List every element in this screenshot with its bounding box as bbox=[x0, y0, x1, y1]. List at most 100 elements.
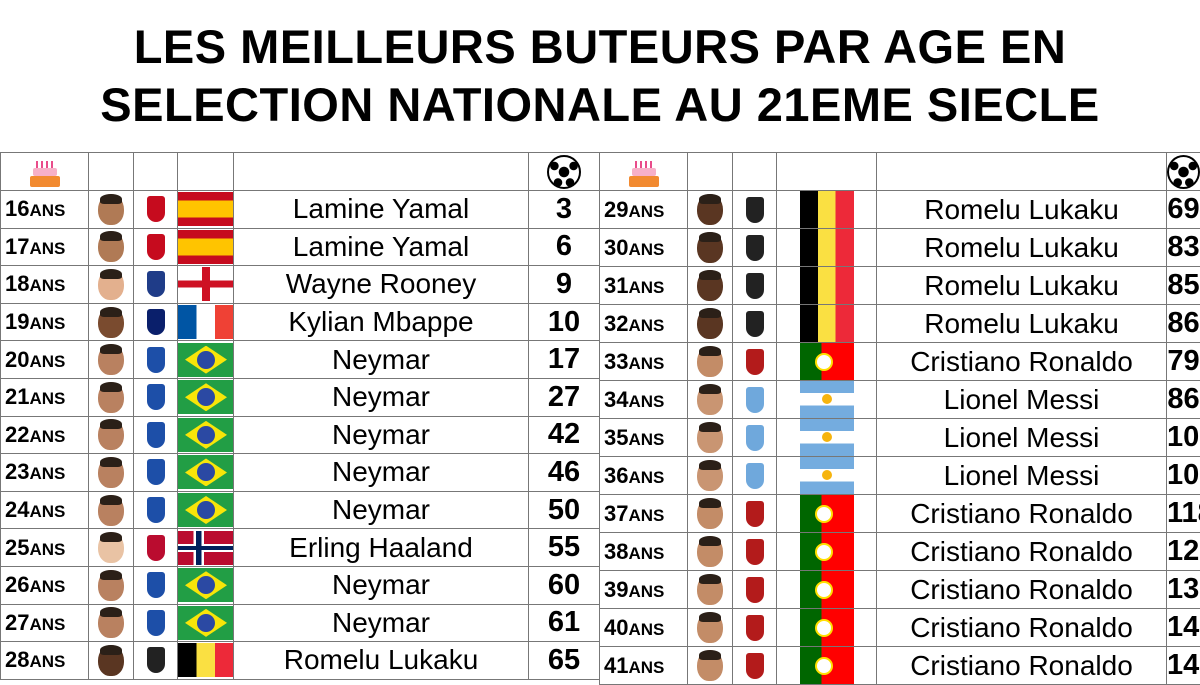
age-value: 37 bbox=[604, 501, 628, 526]
player-photo bbox=[688, 609, 732, 646]
federation-crest-icon bbox=[746, 539, 764, 565]
player-photo-cell bbox=[89, 416, 134, 454]
federation-crest-cell bbox=[134, 378, 178, 416]
age-unit: ANS bbox=[628, 430, 664, 449]
goals-value: 79 bbox=[1167, 343, 1200, 381]
age-unit: ANS bbox=[29, 577, 65, 596]
empty-header-cell bbox=[134, 153, 178, 191]
age-unit: ANS bbox=[628, 506, 664, 525]
player-photo bbox=[688, 533, 732, 570]
player-face-icon bbox=[98, 607, 124, 638]
player-photo bbox=[89, 492, 133, 529]
age-cell: 41ANS bbox=[600, 647, 688, 685]
player-photo bbox=[688, 229, 732, 266]
player-photo-cell bbox=[89, 341, 134, 379]
empty-header-cell bbox=[733, 153, 777, 191]
country-flag-icon bbox=[178, 531, 234, 565]
player-photo-cell bbox=[688, 381, 733, 419]
goals-value: 50 bbox=[529, 491, 600, 529]
age-cell: 34ANS bbox=[600, 381, 688, 419]
player-photo bbox=[89, 417, 133, 454]
player-photo bbox=[688, 305, 732, 342]
flag-cell bbox=[178, 266, 234, 304]
player-photo-cell bbox=[688, 191, 733, 229]
empty-header-cell bbox=[234, 153, 529, 191]
player-photo-cell bbox=[89, 266, 134, 304]
federation-crest-cell bbox=[134, 642, 178, 680]
player-face-icon bbox=[98, 307, 124, 338]
age-unit: ANS bbox=[29, 464, 65, 483]
player-photo-cell bbox=[688, 305, 733, 343]
player-name: Neymar bbox=[234, 341, 529, 379]
player-face-icon bbox=[98, 269, 124, 300]
country-flag-icon bbox=[800, 305, 854, 342]
birthday-cake-icon bbox=[1, 153, 88, 190]
goals-value: 86 bbox=[1167, 305, 1200, 343]
player-photo bbox=[688, 647, 732, 684]
flag-cell bbox=[178, 604, 234, 642]
player-photo-cell bbox=[688, 609, 733, 647]
goals-value: 143 bbox=[1167, 647, 1200, 685]
player-face-icon bbox=[98, 231, 124, 262]
player-face-icon bbox=[98, 457, 124, 488]
player-photo bbox=[89, 454, 133, 491]
age-cell: 20ANS bbox=[1, 341, 89, 379]
title-line-1: LES MEILLEURS BUTEURS PAR AGE EN bbox=[134, 18, 1067, 76]
goals-value: 10 bbox=[529, 303, 600, 341]
player-photo-cell bbox=[89, 378, 134, 416]
goals-value: 42 bbox=[529, 416, 600, 454]
age-cell: 27ANS bbox=[1, 604, 89, 642]
player-photo bbox=[89, 529, 133, 566]
flag-cell bbox=[178, 416, 234, 454]
country-flag-icon bbox=[178, 493, 234, 527]
goals-value: 6 bbox=[529, 228, 600, 266]
age-unit: ANS bbox=[29, 239, 65, 258]
age-value: 38 bbox=[604, 539, 628, 564]
country-flag-icon bbox=[178, 418, 234, 452]
age-cell: 16ANS bbox=[1, 191, 89, 229]
player-name: Romelu Lukaku bbox=[877, 229, 1167, 267]
federation-crest-icon bbox=[147, 196, 165, 222]
goals-value: 135 bbox=[1167, 571, 1200, 609]
country-flag-icon bbox=[178, 267, 234, 301]
age-cell: 40ANS bbox=[600, 609, 688, 647]
age-cell: 19ANS bbox=[1, 303, 89, 341]
age-value: 19 bbox=[5, 309, 29, 334]
title-line-2: SELECTION NATIONALE AU 21EME SIECLE bbox=[100, 76, 1099, 134]
federation-crest-cell bbox=[134, 266, 178, 304]
age-cell: 32ANS bbox=[600, 305, 688, 343]
age-unit: ANS bbox=[29, 652, 65, 671]
country-flag-icon bbox=[800, 647, 854, 684]
country-flag-icon bbox=[800, 267, 854, 304]
age-unit: ANS bbox=[29, 201, 65, 220]
page-title: LES MEILLEURS BUTEURS PAR AGE EN SELECTI… bbox=[0, 0, 1200, 152]
goals-header-cell bbox=[529, 153, 600, 191]
flag-cell bbox=[178, 491, 234, 529]
player-name: Lamine Yamal bbox=[234, 228, 529, 266]
player-face-icon bbox=[697, 384, 723, 415]
player-photo-cell bbox=[688, 419, 733, 457]
age-value: 35 bbox=[604, 425, 628, 450]
age-cell: 24ANS bbox=[1, 491, 89, 529]
federation-crest-cell bbox=[134, 529, 178, 567]
player-name: Lionel Messi bbox=[877, 381, 1167, 419]
age-unit: ANS bbox=[29, 352, 65, 371]
player-name: Romelu Lukaku bbox=[877, 305, 1167, 343]
goals-value: 103 bbox=[1167, 419, 1200, 457]
player-name: Lamine Yamal bbox=[234, 191, 529, 229]
age-unit: ANS bbox=[628, 316, 664, 335]
flag-cell bbox=[178, 228, 234, 266]
player-face-icon bbox=[98, 645, 124, 676]
age-cell: 17ANS bbox=[1, 228, 89, 266]
empty-header-cell bbox=[178, 153, 234, 191]
player-face-icon bbox=[98, 344, 124, 375]
player-photo bbox=[89, 229, 133, 266]
age-value: 20 bbox=[5, 347, 29, 372]
player-face-icon bbox=[697, 346, 723, 377]
goals-value: 46 bbox=[529, 454, 600, 492]
